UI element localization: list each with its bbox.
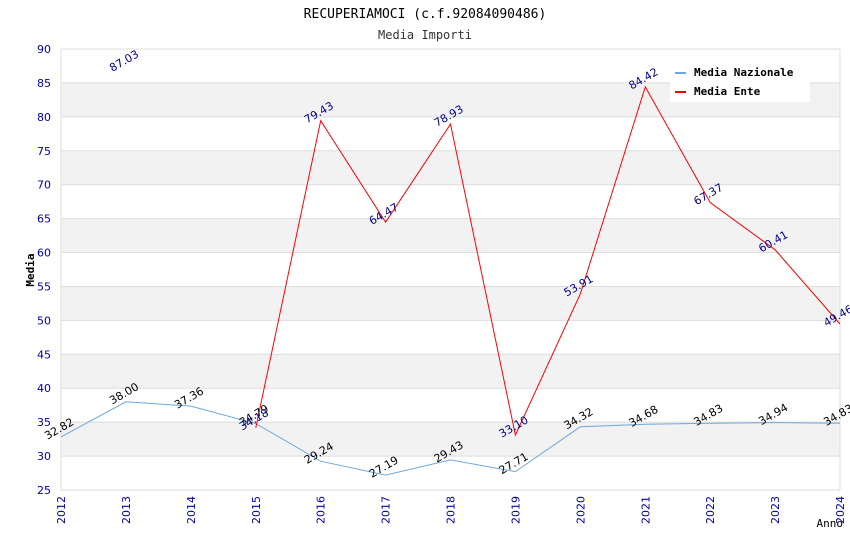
y-tick-label: 65 <box>37 213 51 226</box>
series-lines <box>60 85 841 476</box>
x-tick-label: 2015 <box>250 496 263 524</box>
grid-lines <box>60 48 841 491</box>
chart-title: RECUPERIAMOCI (c.f.92084090486) <box>304 7 547 22</box>
y-tick-label: 90 <box>37 43 51 56</box>
y-tick-label: 25 <box>37 484 51 497</box>
x-tick-label: 2014 <box>185 496 198 524</box>
legend-label: Media Ente <box>694 85 761 98</box>
x-tick-label: 2016 <box>315 496 328 524</box>
y-tick-label: 35 <box>37 416 51 429</box>
plot-area <box>61 49 840 490</box>
grid-band <box>61 286 840 321</box>
y-tick-label: 75 <box>37 145 51 158</box>
x-axis-ticks: 2012 2013 2014 2015 2016 2017 2018 2019 2020 2021… <box>55 496 847 524</box>
grid-band <box>61 354 840 389</box>
y-axis-ticks: 25 30 35 40 45 50 55 60 65 70 75 80 85 90 <box>37 43 51 497</box>
x-tick-label: 2023 <box>769 496 782 524</box>
y-axis-title: Media <box>24 253 37 286</box>
x-tick-label: 2021 <box>639 496 652 524</box>
chart-subtitle: Media Importi <box>378 28 472 42</box>
plot-bands <box>61 49 840 490</box>
y-tick-label: 60 <box>37 247 51 260</box>
x-tick-label: 2022 <box>704 496 717 524</box>
series-line-0 <box>60 401 841 476</box>
legend-label: Media Nazionale <box>694 66 794 79</box>
y-tick-label: 30 <box>37 450 51 463</box>
x-tick-label: 2012 <box>55 496 68 524</box>
series-line-1 <box>255 85 841 437</box>
y-tick-label: 70 <box>37 179 51 192</box>
x-axis-title: Anno <box>817 517 844 530</box>
y-tick-label: 45 <box>37 348 51 361</box>
x-tick-label: 2019 <box>509 496 522 524</box>
y-tick-label: 80 <box>37 111 51 124</box>
y-tick-label: 85 <box>37 77 51 90</box>
y-tick-label: 40 <box>37 382 51 395</box>
x-tick-label: 2020 <box>574 496 587 524</box>
y-tick-label: 55 <box>37 280 51 293</box>
legend: Media Nazionale Media Ente <box>670 60 810 102</box>
grid-band <box>61 218 840 253</box>
y-tick-label: 50 <box>37 314 51 327</box>
grid-band <box>61 422 840 457</box>
x-tick-label: 2024 <box>834 496 847 524</box>
legend-box <box>670 60 810 102</box>
x-tick-label: 2013 <box>120 496 133 524</box>
grid-band <box>61 150 840 185</box>
x-tick-label: 2018 <box>445 496 458 524</box>
x-tick-label: 2017 <box>380 496 393 524</box>
